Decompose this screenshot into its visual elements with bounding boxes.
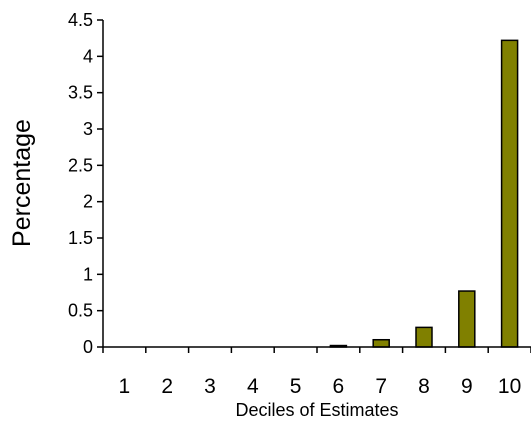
x-tick-label: 5	[290, 375, 302, 398]
x-tick-label: 10	[498, 375, 521, 398]
x-tick-label: 6	[333, 375, 345, 398]
bar-decile-10	[500, 39, 519, 348]
x-tick-label: 4	[247, 375, 259, 398]
y-tick-label: 0.5	[68, 301, 93, 321]
y-tick-label: 4	[83, 46, 93, 66]
x-tick-label: 7	[375, 375, 387, 398]
y-tick-label: 2	[83, 192, 93, 212]
y-tick-label: 3.5	[68, 83, 93, 103]
y-tick-label: 0	[83, 337, 93, 357]
y-axis-title: Percentage	[8, 119, 36, 247]
y-tick-label: 1	[83, 264, 93, 284]
bar-decile-8	[415, 326, 433, 348]
bar-decile-9	[458, 290, 476, 348]
y-axis-ticks: 0 0.5 1 1.5 2 2.5 3 3.5 4 4.5	[68, 10, 103, 357]
bars-group	[329, 39, 519, 348]
y-tick-label: 1.5	[68, 228, 93, 248]
x-tick-label: 9	[461, 375, 473, 398]
x-axis-ticks: 1 2 3 4 5 6 7 8 9 10	[102, 347, 531, 398]
x-axis-title: Deciles of Estimates	[235, 400, 398, 420]
x-tick-label: 3	[204, 375, 216, 398]
y-tick-label: 2.5	[68, 155, 93, 175]
x-tick-label: 1	[119, 375, 131, 398]
bar-decile-7	[372, 338, 390, 348]
y-tick-label: 4.5	[68, 10, 93, 30]
x-tick-label: 8	[418, 375, 430, 398]
y-tick-label: 3	[83, 119, 93, 139]
x-tick-label: 2	[161, 375, 173, 398]
